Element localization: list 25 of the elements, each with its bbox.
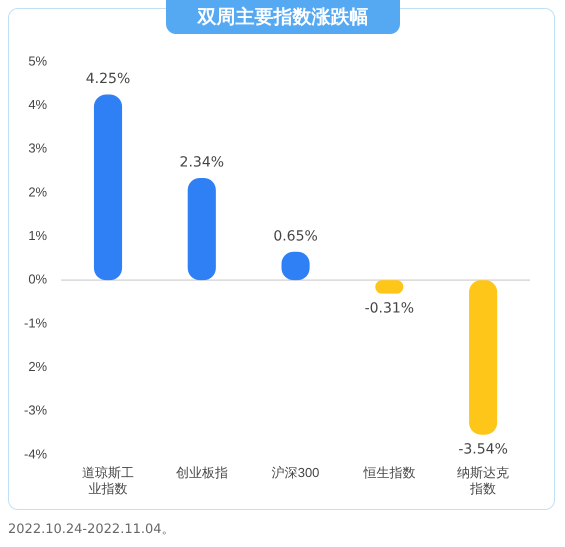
text: 2022.10.24-2022.11.04。 (8, 521, 175, 538)
x-tick-label: 创业板指 (176, 465, 228, 480)
x-tick-label: 道琼斯工业指数 (82, 465, 134, 496)
x-tick-label: 沪深300 (272, 465, 320, 480)
data-label: 2.34% (180, 154, 224, 171)
data-label: -0.31% (364, 300, 414, 316)
y-tick-label: 2% (28, 359, 48, 374)
y-tick-label: 5% (28, 53, 48, 68)
bar (469, 280, 498, 435)
bar (188, 178, 216, 280)
y-tick-label: -4% (24, 446, 48, 462)
y-tick-label: 3% (28, 140, 48, 156)
y-tick-label: 1% (28, 228, 48, 244)
y-tick-label: 0% (28, 272, 48, 287)
y-tick-label: -3% (24, 402, 48, 418)
x-tick-label: 纳斯达克指数 (457, 465, 510, 496)
bar (94, 94, 122, 280)
data-label: 0.65% (273, 228, 318, 244)
data-label: 4.25% (86, 71, 130, 88)
y-tick-label: -1% (24, 315, 48, 330)
data-label: -3.54% (458, 441, 508, 458)
chart-title: 双周主要指数涨跌幅 (166, 0, 400, 34)
y-tick-label: 4% (28, 97, 48, 112)
x-tick-label: 恒生指数 (362, 465, 416, 480)
y-tick-label: 2% (28, 184, 48, 200)
